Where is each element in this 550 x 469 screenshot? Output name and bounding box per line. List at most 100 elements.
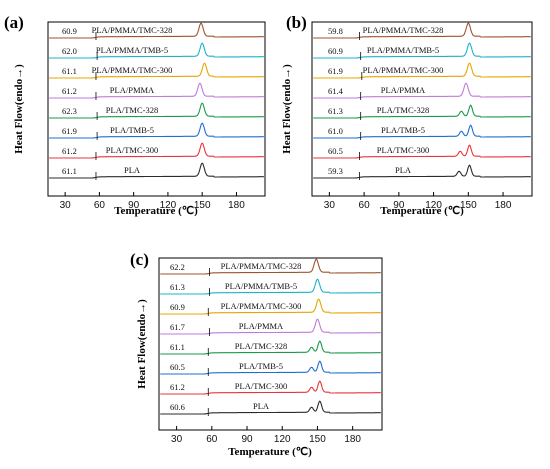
plot-frame	[47, 21, 266, 197]
curve-name-label: PLA/TMC-300	[377, 145, 429, 155]
x-tick-label: 150	[309, 434, 326, 445]
tg-value-label: 60.9	[328, 46, 343, 56]
curve-name-label: PLA/PMMA/TMC-300	[221, 301, 302, 311]
dsc-curve	[313, 42, 531, 59]
curve-name-label: PLA/PMMA/TMB-5	[96, 45, 168, 55]
tg-value-label: 60.9	[62, 26, 77, 36]
curve-name-label: PLA/PMMA/TMC-328	[92, 25, 173, 35]
x-tick-label: 30	[324, 200, 336, 211]
x-axis-label: Temperature (℃)	[114, 205, 198, 217]
tg-value-label: 60.5	[170, 362, 185, 372]
x-tick-label: 120	[160, 200, 177, 211]
x-tick-label: 90	[241, 434, 253, 445]
tg-value-label: 60.5	[328, 146, 343, 156]
curve-name-label: PLA/TMB-5	[381, 125, 425, 135]
curve-name-label: PLA/PMMA/TMC-328	[221, 261, 302, 271]
panel-letter: (c)	[130, 250, 149, 269]
curve-name-label: PLA/TMB-5	[110, 125, 154, 135]
x-axis-label: Temperature (℃)	[380, 205, 464, 217]
dsc-curve	[49, 142, 264, 159]
tg-value-label: 59.3	[328, 166, 343, 176]
tg-value-label: 61.9	[328, 66, 343, 76]
dsc-curve	[160, 380, 381, 395]
curve-name-label: PLA	[395, 165, 412, 175]
dsc-curve	[160, 318, 381, 335]
x-tick-label: 150	[460, 200, 477, 211]
x-tick-label: 180	[228, 200, 245, 211]
tg-value-label: 61.3	[328, 106, 343, 116]
x-axis-label: Temperature (℃)	[228, 446, 312, 458]
tg-value-label: 61.2	[170, 382, 185, 392]
x-tick-label: 150	[194, 200, 211, 211]
x-tick-label: 30	[171, 434, 183, 445]
tg-value-label: 61.2	[62, 86, 77, 96]
curve-name-label: PLA/TMC-328	[235, 341, 287, 351]
x-tick-label: 30	[60, 200, 72, 211]
dsc-curve	[49, 82, 264, 99]
tg-value-label: 61.4	[328, 86, 344, 96]
tg-value-label: 61.2	[62, 146, 77, 156]
x-tick-label: 180	[344, 434, 361, 445]
dsc-panel-1: (b) 30 60 90 120 150 180 Temperature (℃) Heat Fl…	[281, 13, 533, 217]
curve-name-label: PLA/PMMA/TMC-300	[92, 65, 173, 75]
tg-value-label: 61.1	[62, 166, 77, 176]
dsc-curve	[49, 122, 264, 139]
dsc-panel-0: (a) 30 60 90 120 150 180 Temperature (℃) Heat Fl…	[4, 13, 266, 217]
curve-name-label: PLA/PMMA/TMC-328	[363, 25, 444, 35]
tg-value-label: 62.2	[170, 262, 185, 272]
dsc-curve	[160, 298, 381, 315]
x-tick-label: 60	[359, 200, 371, 211]
curve-name-label: PLA	[124, 165, 141, 175]
tg-value-label: 61.1	[62, 66, 77, 76]
x-tick-label: 90	[393, 200, 405, 211]
dsc-curve	[160, 400, 381, 415]
curve-name-label: PLA/TMC-300	[106, 145, 158, 155]
curve-name-label: PLA/TMB-5	[239, 361, 283, 371]
curve-name-label: PLA/TMC-328	[377, 105, 429, 115]
x-tick-label: 60	[206, 434, 218, 445]
tg-value-label: 61.3	[170, 282, 185, 292]
dsc-curve	[313, 22, 531, 39]
dsc-curve	[49, 22, 264, 39]
tg-value-label: 60.9	[170, 302, 185, 312]
curve-name-label: PLA	[253, 401, 270, 411]
tg-value-label: 59.8	[328, 26, 343, 36]
dsc-curve	[160, 360, 381, 375]
dsc-curve	[49, 62, 264, 79]
dsc-curve	[49, 42, 264, 59]
tg-value-label: 60.6	[170, 402, 185, 412]
curve-name-label: PLA/PMMA/TMB-5	[367, 45, 439, 55]
dsc-panel-2: (c) 30 60 90 120 150 180 Temperature (℃) Heat Fl…	[130, 250, 383, 458]
curve-name-label: PLA/PMMA	[381, 85, 426, 95]
plot-frame	[311, 21, 533, 197]
dsc-curve	[313, 164, 531, 179]
x-tick-label: 180	[495, 200, 512, 211]
dsc-curve	[160, 278, 381, 295]
curve-name-label: PLA/TMC-300	[235, 381, 287, 391]
dsc-curve	[160, 340, 381, 355]
tg-value-label: 61.1	[170, 342, 185, 352]
curve-name-label: PLA/PMMA	[110, 85, 155, 95]
x-tick-label: 90	[128, 200, 140, 211]
panel-letter: (a)	[4, 13, 24, 32]
y-axis-label: Heat Flow(endo→)	[136, 299, 148, 389]
dsc-curve	[160, 258, 381, 275]
tg-value-label: 61.7	[170, 322, 185, 332]
x-tick-label: 120	[274, 434, 291, 445]
panel-letter: (b)	[286, 13, 307, 32]
dsc-curve	[313, 62, 531, 79]
curve-name-label: PLA/PMMA	[239, 321, 284, 331]
tg-value-label: 62.3	[62, 106, 77, 116]
tg-value-label: 61.0	[328, 126, 343, 136]
y-axis-label: Heat Flow(endo→)	[13, 64, 25, 154]
dsc-curve	[49, 102, 264, 119]
dsc-curve	[313, 82, 531, 99]
curve-name-label: PLA/PMMA/TMB-5	[225, 281, 297, 291]
dsc-curve	[313, 104, 531, 119]
dsc-curve	[313, 144, 531, 159]
dsc-curve	[49, 162, 264, 179]
y-axis-label: Heat Flow(endo→)	[281, 64, 293, 154]
dsc-curve	[313, 124, 531, 139]
curve-name-label: PLA/TMC-328	[106, 105, 158, 115]
